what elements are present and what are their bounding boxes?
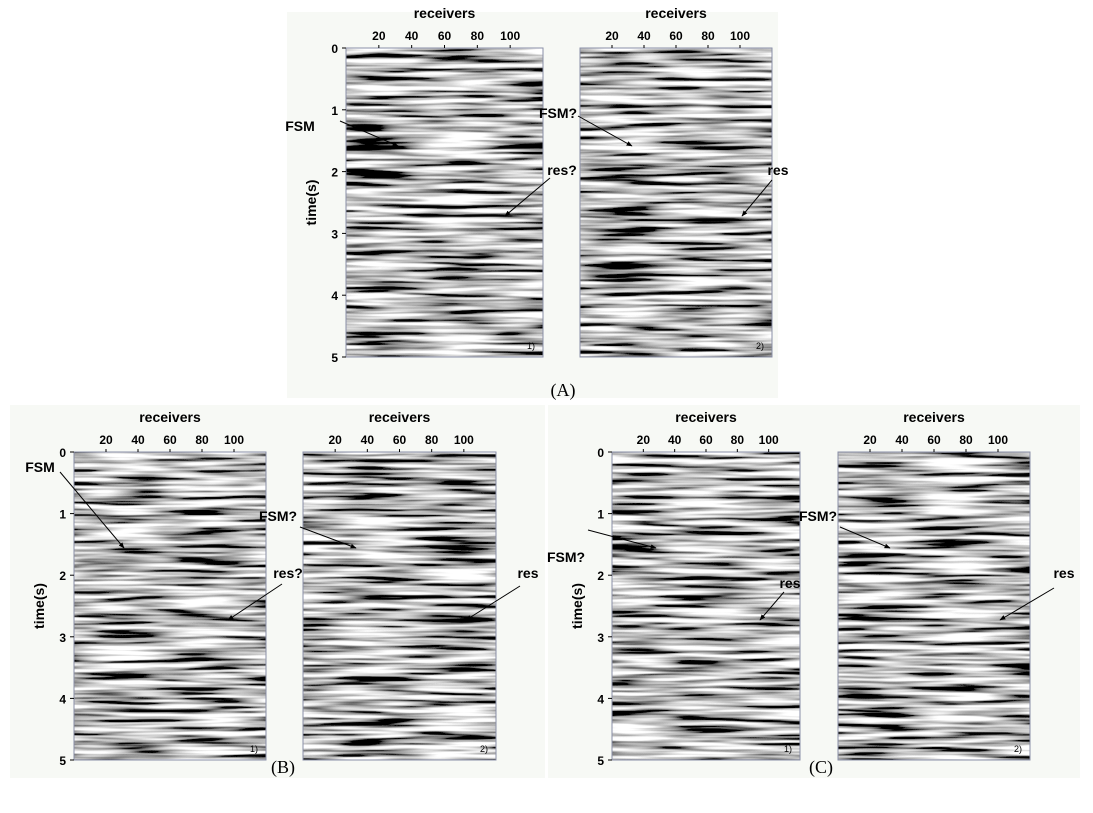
- x-tick-label: 40: [361, 433, 375, 447]
- y-tick-label: 5: [331, 351, 338, 365]
- x-tick-label: 60: [699, 433, 713, 447]
- y-axis-label: time(s): [569, 583, 585, 629]
- x-tick-label: 100: [988, 433, 1008, 447]
- x-tick-label: 20: [637, 433, 651, 447]
- x-tick-label: 40: [668, 433, 682, 447]
- y-axis-label: time(s): [31, 583, 47, 629]
- annotation-arrow: [339, 120, 399, 147]
- y-tick-label: 2: [597, 569, 604, 583]
- x-axis-label: receivers: [414, 5, 476, 21]
- annotation-arrow: [227, 583, 283, 621]
- panel-label: 2): [480, 744, 488, 754]
- panel-label: 1): [784, 744, 792, 754]
- annotation-arrow: [587, 529, 657, 549]
- x-tick-label: 100: [224, 433, 244, 447]
- y-tick-label: 0: [59, 446, 66, 460]
- x-tick-label: 40: [405, 29, 419, 43]
- x-tick-label: 60: [393, 433, 407, 447]
- x-tick-label: 60: [927, 433, 941, 447]
- seismic-gather: [74, 452, 266, 760]
- annotation: FSM: [25, 459, 55, 475]
- annotation-arrow: [759, 591, 785, 621]
- panel-label: 2): [1014, 744, 1022, 754]
- x-axis-label: receivers: [903, 409, 965, 425]
- y-tick-label: 3: [597, 631, 604, 645]
- x-tick-label: 100: [759, 433, 779, 447]
- y-tick-label: 5: [59, 754, 66, 768]
- panel-caption: (B): [271, 757, 295, 778]
- seismic-gather: [303, 452, 496, 760]
- y-tick-label: 1: [331, 104, 338, 118]
- x-tick-label: 80: [701, 29, 715, 43]
- y-tick-label: 3: [331, 227, 338, 241]
- annotation: res?: [273, 565, 303, 581]
- y-tick-label: 3: [59, 631, 66, 645]
- y-tick-label: 0: [331, 42, 338, 56]
- y-tick-label: 4: [597, 692, 604, 706]
- x-tick-label: 60: [163, 433, 177, 447]
- x-tick-label: 20: [372, 29, 386, 43]
- x-tick-label: 40: [637, 29, 651, 43]
- seismic-gather: [346, 48, 543, 357]
- x-tick-label: 20: [863, 433, 877, 447]
- annotation: FSM?: [259, 508, 297, 524]
- x-tick-label: 60: [669, 29, 683, 43]
- annotation-arrow: [839, 526, 891, 549]
- annotation: FSM?: [799, 508, 837, 524]
- x-tick-label: 40: [895, 433, 909, 447]
- annotation-arrow: [59, 471, 125, 549]
- x-tick-label: 80: [471, 29, 485, 43]
- x-axis-label: receivers: [645, 5, 707, 21]
- x-tick-label: 100: [500, 29, 520, 43]
- panel-caption: (C): [809, 757, 833, 778]
- y-tick-label: 0: [597, 446, 604, 460]
- annotation: res: [767, 162, 788, 178]
- x-tick-label: 40: [131, 433, 145, 447]
- x-tick-label: 60: [438, 29, 452, 43]
- annotation-arrow: [299, 526, 357, 549]
- y-tick-label: 1: [59, 508, 66, 522]
- annotation-arrow: [741, 179, 773, 217]
- y-tick-label: 4: [331, 289, 338, 303]
- seismic-gather: [580, 48, 772, 357]
- annotation: res?: [547, 162, 577, 178]
- annotation: res: [1053, 565, 1074, 581]
- x-tick-label: 20: [328, 433, 342, 447]
- seismic-gather: [612, 452, 800, 760]
- annotation-arrow: [577, 115, 633, 147]
- x-tick-label: 80: [959, 433, 973, 447]
- x-tick-label: 80: [731, 433, 745, 447]
- annotation: res: [517, 565, 538, 581]
- x-tick-label: 100: [454, 433, 474, 447]
- panel-label: 1): [527, 341, 535, 351]
- panel-label: 1): [250, 744, 258, 754]
- annotation-arrow: [504, 177, 551, 217]
- x-tick-label: 20: [99, 433, 113, 447]
- panel-label: 2): [756, 341, 764, 351]
- annotation: FSM?: [547, 549, 585, 565]
- x-axis-label: receivers: [675, 409, 737, 425]
- x-axis-label: receivers: [369, 409, 431, 425]
- panel-caption: (A): [551, 380, 576, 401]
- x-tick-label: 80: [425, 433, 439, 447]
- y-tick-label: 5: [597, 754, 604, 768]
- x-tick-label: 100: [730, 29, 750, 43]
- x-axis-label: receivers: [139, 409, 201, 425]
- annotation: FSM: [285, 118, 315, 134]
- annotation-arrow: [465, 585, 521, 621]
- annotation: FSM?: [539, 105, 577, 121]
- y-tick-label: 1: [597, 508, 604, 522]
- y-tick-label: 2: [59, 569, 66, 583]
- y-tick-label: 2: [331, 166, 338, 180]
- seismic-gather: [838, 452, 1030, 760]
- annotation-arrow: [999, 587, 1055, 621]
- annotation: res: [779, 575, 800, 591]
- x-tick-label: 80: [195, 433, 209, 447]
- x-tick-label: 20: [605, 29, 619, 43]
- y-tick-label: 4: [59, 692, 66, 706]
- y-axis-label: time(s): [303, 180, 319, 226]
